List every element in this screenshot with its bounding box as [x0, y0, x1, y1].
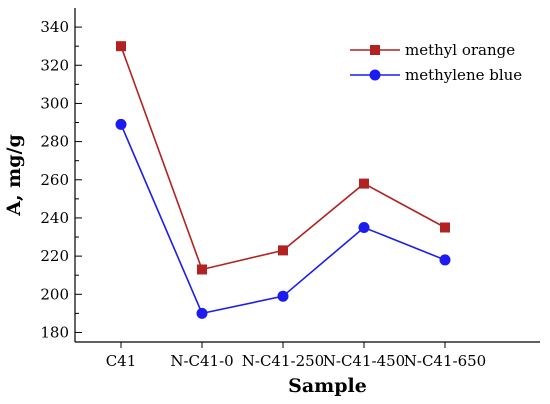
data-point-circle: [358, 221, 370, 233]
legend-item: methyl orange: [350, 41, 515, 59]
x-axis-title: Sample: [288, 375, 367, 397]
y-tick-label: 340: [40, 18, 69, 36]
y-tick-label: 240: [40, 209, 69, 227]
y-tick-label: 320: [40, 56, 69, 74]
legend-marker-circle: [369, 69, 381, 81]
x-tick-label: N-C41-0: [170, 352, 233, 370]
x-tick-label: N-C41-250: [242, 352, 324, 370]
axes: [74, 8, 540, 343]
series-line: [120, 124, 446, 315]
y-axis-ticks: 180 200 220 240 260 280 300 320 340: [40, 18, 82, 341]
legend-item: methylene blue: [350, 66, 522, 84]
series-1: [116, 41, 450, 275]
data-point-square: [197, 264, 207, 275]
data-point-circle: [439, 254, 451, 266]
data-point-square: [278, 245, 288, 256]
data-point-square: [440, 222, 450, 233]
x-tick-label: N-C41-650: [404, 352, 486, 370]
legend-marker-square: [370, 45, 380, 55]
legend-label: methylene blue: [405, 66, 522, 84]
y-tick-label: 300: [40, 94, 69, 112]
y-tick-label: 220: [40, 247, 69, 265]
y-tick-label: 280: [40, 133, 69, 151]
data-point-square: [116, 41, 126, 52]
series-2: [115, 118, 451, 319]
y-tick-label: 260: [40, 171, 69, 189]
data-point-square: [359, 178, 369, 189]
y-axis-title: A, mg/g: [3, 134, 25, 217]
x-tick-label: N-C41-450: [323, 352, 405, 370]
series-layer: [115, 41, 451, 319]
data-point-circle: [277, 290, 289, 302]
legend-label: methyl orange: [405, 41, 515, 59]
y-tick-label: 180: [40, 323, 69, 341]
x-tick-label: C41: [106, 352, 137, 370]
data-point-circle: [196, 307, 208, 319]
data-point-circle: [115, 118, 127, 130]
y-tick-label: 200: [40, 285, 69, 303]
legend: methyl orange methylene blue: [350, 41, 522, 84]
